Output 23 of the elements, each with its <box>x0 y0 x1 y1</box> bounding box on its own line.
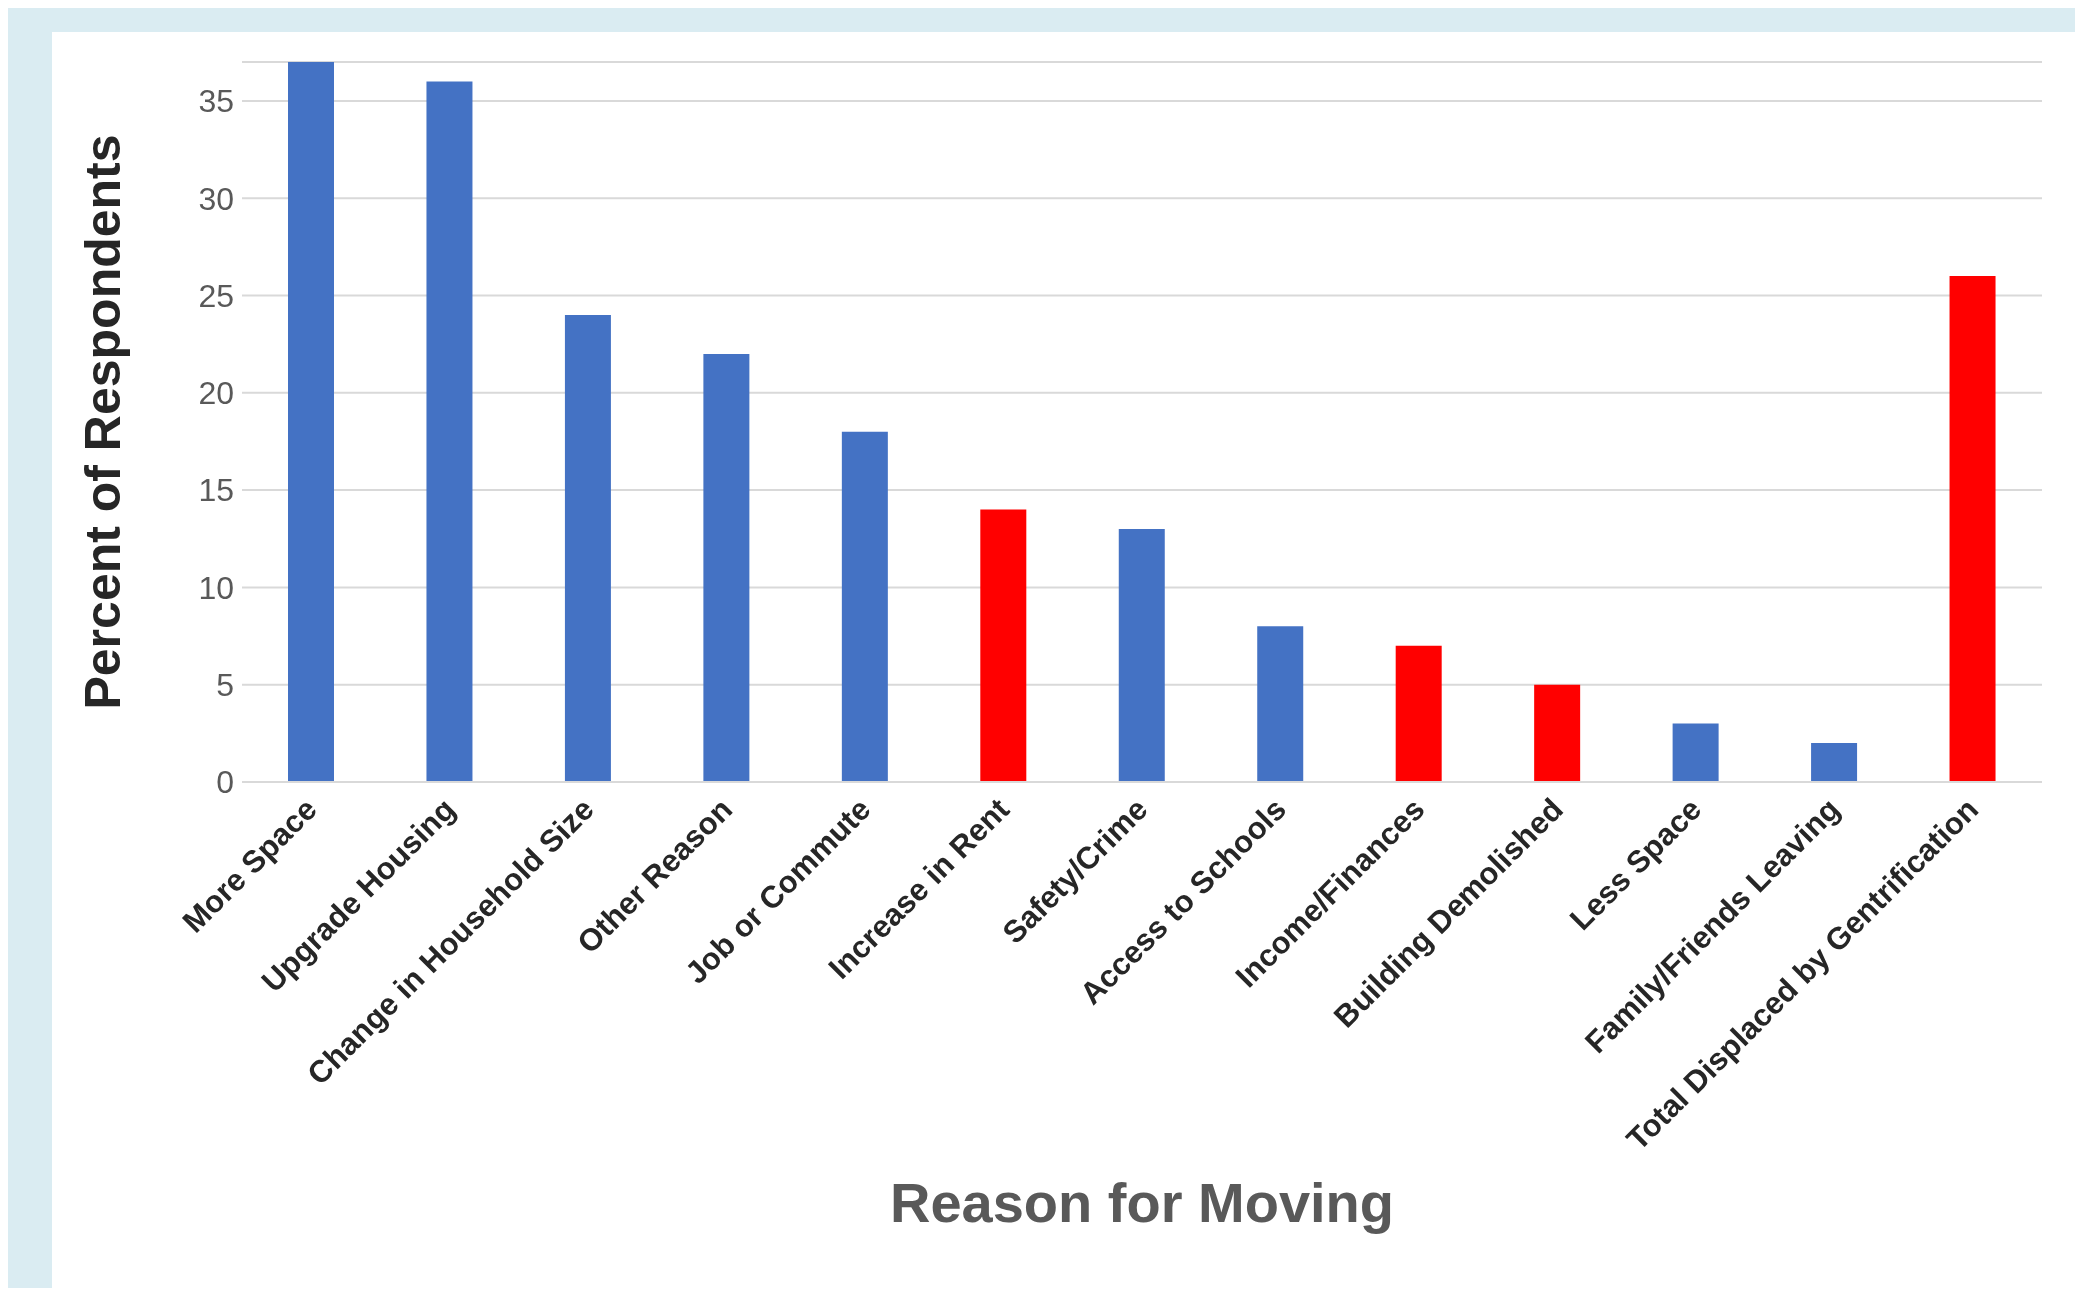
y-tick-label: 15 <box>198 472 234 509</box>
bar <box>1811 743 1858 782</box>
bar <box>1257 626 1304 782</box>
y-tick-label: 30 <box>198 180 234 217</box>
y-tick-label: 35 <box>198 83 234 120</box>
y-tick-label: 0 <box>216 764 234 801</box>
bar <box>1118 529 1165 782</box>
y-axis-title: Percent of Respondents <box>74 134 131 710</box>
y-tick-label: 10 <box>198 569 234 606</box>
x-axis-title: Reason for Moving <box>889 1171 1395 1234</box>
bar <box>980 509 1027 782</box>
bar <box>1949 276 1996 782</box>
y-tick-label: 20 <box>198 375 234 412</box>
bar <box>426 81 473 782</box>
bar <box>703 353 750 782</box>
bar <box>841 431 888 782</box>
bar <box>1395 645 1442 782</box>
bar <box>564 314 611 782</box>
y-tick-label: 25 <box>198 277 234 314</box>
bar <box>1534 684 1581 782</box>
y-tick-label: 5 <box>216 667 234 704</box>
bar <box>288 62 334 782</box>
bar <box>1672 723 1719 782</box>
